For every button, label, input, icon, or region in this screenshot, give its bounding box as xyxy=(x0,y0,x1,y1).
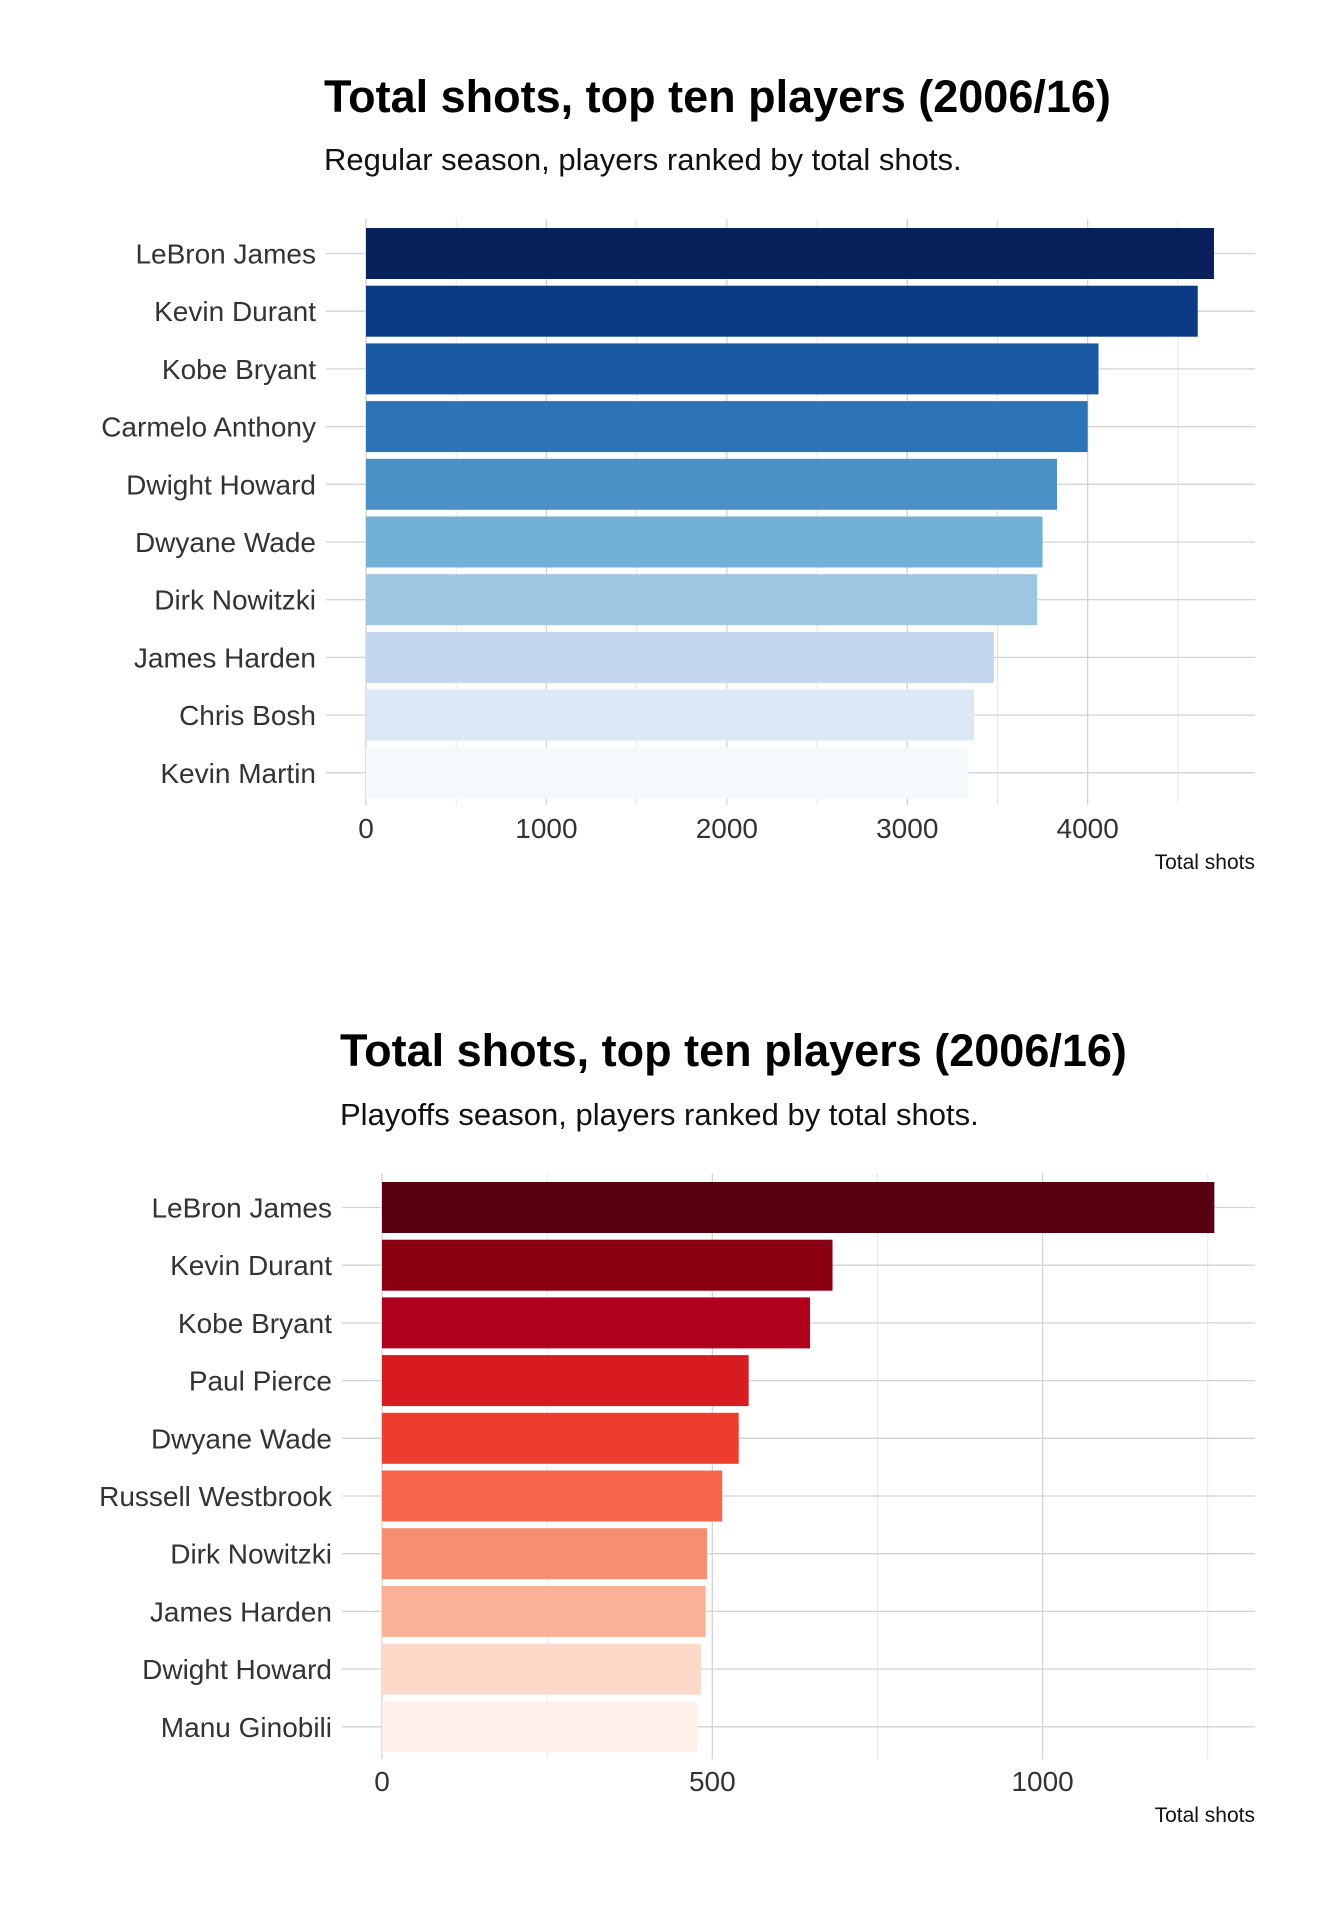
chart-subtitle: Playoffs season, players ranked by total… xyxy=(340,1097,979,1132)
category-label: Dwyane Wade xyxy=(135,527,316,558)
x-tick-label: 1000 xyxy=(1011,1766,1073,1797)
bar xyxy=(382,1528,708,1580)
bar xyxy=(366,285,1198,337)
bar xyxy=(366,631,994,683)
chart-playoffs: Total shots, top ten players (2006/16) P… xyxy=(99,1025,1255,1827)
bar xyxy=(382,1182,1215,1233)
category-label: Carmelo Anthony xyxy=(101,412,316,443)
bar xyxy=(382,1412,739,1464)
x-tick-label: 1000 xyxy=(515,813,577,844)
chart-subtitle: Regular season, players ranked by total … xyxy=(324,142,962,177)
bar xyxy=(382,1643,702,1695)
x-tick-label: 0 xyxy=(374,1766,390,1797)
category-label: Kobe Bryant xyxy=(178,1308,332,1339)
chart-title: Total shots, top ten players (2006/16) xyxy=(340,1025,1127,1076)
category-label: Dwight Howard xyxy=(126,469,316,500)
category-label: James Harden xyxy=(134,642,316,673)
bar xyxy=(366,401,1088,453)
chart-title: Total shots, top ten players (2006/16) xyxy=(324,71,1111,122)
category-label: Dirk Nowitzki xyxy=(154,585,316,616)
x-tick-label: 500 xyxy=(689,1766,736,1797)
x-tick-label: 4000 xyxy=(1057,813,1119,844)
category-label: Paul Pierce xyxy=(189,1366,332,1397)
category-label: Kevin Durant xyxy=(154,296,316,327)
bar xyxy=(366,747,969,799)
chart-regular-season: Total shots, top ten players (2006/16) R… xyxy=(101,71,1255,874)
category-label: Dwyane Wade xyxy=(151,1423,332,1454)
bar xyxy=(366,689,975,741)
bar xyxy=(382,1239,833,1291)
category-label: Russell Westbrook xyxy=(99,1481,333,1512)
bar xyxy=(366,343,1099,395)
bar xyxy=(382,1355,749,1407)
category-label: LeBron James xyxy=(151,1193,332,1224)
category-label: Kevin Martin xyxy=(160,758,316,789)
bar xyxy=(366,228,1214,279)
x-tick-label: 2000 xyxy=(696,813,758,844)
x-axis-label: Total shots xyxy=(1155,851,1255,874)
category-label: Kevin Durant xyxy=(170,1250,332,1281)
bar xyxy=(366,574,1038,626)
category-label: Dirk Nowitzki xyxy=(170,1539,332,1570)
x-axis-label: Total shots xyxy=(1155,1804,1255,1827)
x-tick-label: 3000 xyxy=(876,813,938,844)
bar xyxy=(382,1297,811,1349)
category-label: Chris Bosh xyxy=(179,700,316,731)
plot-area: LeBron James Kevin Durant Kobe Bryant Carme… xyxy=(101,219,1255,844)
category-label: Manu Ginobili xyxy=(161,1712,332,1743)
category-label: Kobe Bryant xyxy=(162,354,316,385)
x-tick-label: 0 xyxy=(358,813,374,844)
plot-area: LeBron James Kevin Durant Kobe Bryant Paul … xyxy=(99,1173,1255,1797)
bar xyxy=(366,516,1043,568)
bar xyxy=(382,1701,698,1753)
bar xyxy=(366,458,1058,510)
bar xyxy=(382,1585,706,1637)
category-label: Dwight Howard xyxy=(142,1654,332,1685)
bar xyxy=(382,1470,723,1522)
category-label: James Harden xyxy=(150,1596,332,1627)
category-label: LeBron James xyxy=(135,239,316,270)
